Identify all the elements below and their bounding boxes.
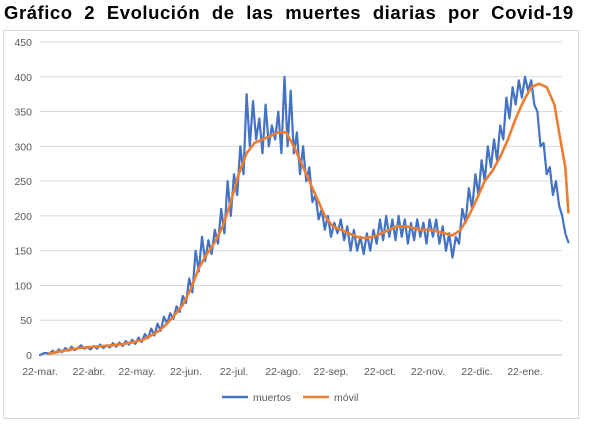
y-tick-label: 100 bbox=[14, 280, 32, 292]
legend: muertos móvil bbox=[222, 392, 359, 404]
series-lines bbox=[38, 75, 570, 357]
y-tick-label: 350 bbox=[14, 107, 32, 119]
y-tick-label: 150 bbox=[14, 246, 32, 258]
x-tick-label: 22-sep. bbox=[313, 366, 348, 378]
y-tick-label: 0 bbox=[26, 350, 32, 362]
y-tick-label: 300 bbox=[14, 141, 32, 153]
gridlines bbox=[40, 41, 562, 356]
x-tick-label: 22-abr. bbox=[73, 366, 106, 378]
x-tick-label: 22-oct. bbox=[364, 366, 396, 378]
legend-label: muertos bbox=[253, 392, 291, 404]
legend-label: móvil bbox=[334, 392, 359, 404]
x-tick-label: 22-ene. bbox=[507, 366, 543, 378]
y-tick-label: 50 bbox=[20, 315, 32, 327]
x-tick-label: 22-mar. bbox=[22, 366, 58, 378]
y-tick-label: 250 bbox=[14, 176, 32, 188]
chart-frame bbox=[3, 30, 579, 419]
y-axis-ticks: 0 50 100 150 200 250 300 350 400 450 bbox=[14, 37, 32, 362]
x-axis-ticks: 22-mar. 22-abr. 22-may. 22-jun. 22-jul. 22-ag… bbox=[22, 366, 543, 378]
x-tick-label: 22-jun. bbox=[170, 366, 202, 378]
y-tick-label: 200 bbox=[14, 211, 32, 223]
x-tick-label: 22-may. bbox=[118, 366, 155, 378]
y-tick-label: 450 bbox=[14, 37, 32, 49]
x-tick-label: 22-dic. bbox=[461, 366, 493, 378]
chart-title: Gráfico 2 Evolución de las muertes diari… bbox=[4, 2, 574, 23]
series-line-movil bbox=[48, 82, 570, 355]
x-tick-label: 22-nov. bbox=[411, 366, 445, 378]
y-tick-label: 400 bbox=[14, 72, 32, 84]
x-tick-label: 22-ago. bbox=[265, 366, 301, 378]
x-tick-label: 22-jul. bbox=[220, 366, 249, 378]
